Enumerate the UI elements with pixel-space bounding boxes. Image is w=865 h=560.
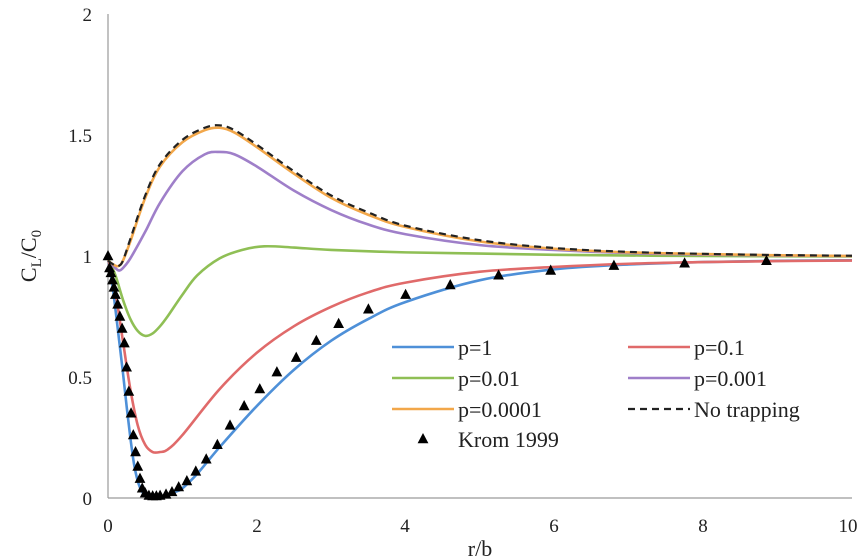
legend-label-p-0-01: p=0.01 (458, 366, 520, 391)
data-point-krom-1999 (108, 281, 120, 292)
data-point-krom-1999 (105, 266, 117, 278)
data-point-krom-1999 (545, 264, 557, 275)
data-point-krom-1999 (333, 317, 345, 328)
data-point-krom-1999 (166, 485, 178, 497)
data-point-krom-1999 (400, 288, 411, 299)
data-point-krom-1999 (493, 269, 504, 280)
y-tick-label: 0.5 (68, 368, 92, 389)
x-tick-label: 10 (839, 516, 858, 537)
data-point-krom-1999 (130, 446, 141, 457)
data-point-krom-1999 (173, 481, 185, 492)
legend-swatch-krom-1999 (417, 433, 429, 444)
legend: p=1 p=0.1 p=0.01 p=0.001 p=0.0001 No trapping… (392, 335, 800, 452)
data-point-krom-1999 (134, 472, 146, 483)
data-point-krom-1999 (238, 400, 250, 411)
x-axis-title: r/b (468, 536, 492, 560)
x-tick-label: 4 (400, 516, 410, 537)
legend-label-p-0-0001: p=0.0001 (458, 397, 542, 422)
data-point-krom-1999 (290, 351, 302, 362)
data-point-krom-1999 (200, 453, 212, 464)
data-point-krom-1999 (127, 429, 139, 440)
legend-label-krom-1999: Krom 1999 (458, 427, 559, 452)
y-tick-label: 1.5 (68, 126, 92, 147)
data-point-krom-1999 (123, 385, 135, 396)
series-line-p-0-01 (106, 244, 853, 338)
data-point-krom-1999 (190, 465, 202, 476)
data-point-krom-1999 (679, 257, 690, 268)
x-tick-labels: 0 2 4 6 8 10 (103, 516, 857, 537)
y-tick-labels: 0 0.5 1 1.5 2 (68, 5, 92, 510)
data-point-krom-1999 (114, 310, 126, 321)
data-point-krom-1999 (310, 334, 322, 345)
legend-label-no-trapping: No trapping (694, 397, 800, 422)
x-tick-label: 6 (549, 516, 559, 537)
y-tick-label: 2 (83, 5, 93, 26)
data-point-krom-1999 (608, 259, 620, 270)
y-axis-title: CL/C0 (16, 230, 45, 282)
series-line-no-trapping (107, 124, 853, 268)
data-point-krom-1999 (181, 475, 193, 486)
legend-label-p-0-1: p=0.1 (694, 335, 745, 360)
x-tick-label: 8 (698, 516, 708, 537)
y-tick-label: 1 (83, 247, 93, 268)
data-point-krom-1999 (211, 438, 223, 449)
data-point-krom-1999 (363, 303, 374, 314)
data-point-krom-1999 (110, 288, 121, 299)
data-point-krom-1999 (116, 322, 128, 333)
data-point-krom-1999 (132, 460, 144, 471)
x-tick-label: 2 (252, 516, 262, 537)
data-point-krom-1999 (125, 407, 137, 418)
data-point-krom-1999 (271, 366, 283, 377)
data-point-krom-1999 (102, 250, 114, 261)
data-point-krom-1999 (444, 279, 456, 290)
axes: 0 0.5 1 1.5 2 0 2 4 6 8 10 r/b CL/C0 (16, 5, 858, 560)
plot-area (102, 124, 853, 501)
data-point-krom-1999 (254, 383, 266, 394)
data-point-krom-1999 (121, 361, 132, 372)
x-tick-label: 0 (103, 516, 113, 537)
data-point-krom-1999 (112, 298, 124, 309)
y-tick-label: 0 (83, 489, 93, 510)
data-point-krom-1999 (118, 337, 130, 348)
legend-label-p-0-001: p=0.001 (694, 366, 767, 391)
data-point-krom-1999 (224, 419, 236, 430)
data-point-krom-1999 (761, 254, 772, 266)
legend-label-p-1: p=1 (458, 335, 492, 360)
data-point-krom-1999 (107, 274, 118, 285)
